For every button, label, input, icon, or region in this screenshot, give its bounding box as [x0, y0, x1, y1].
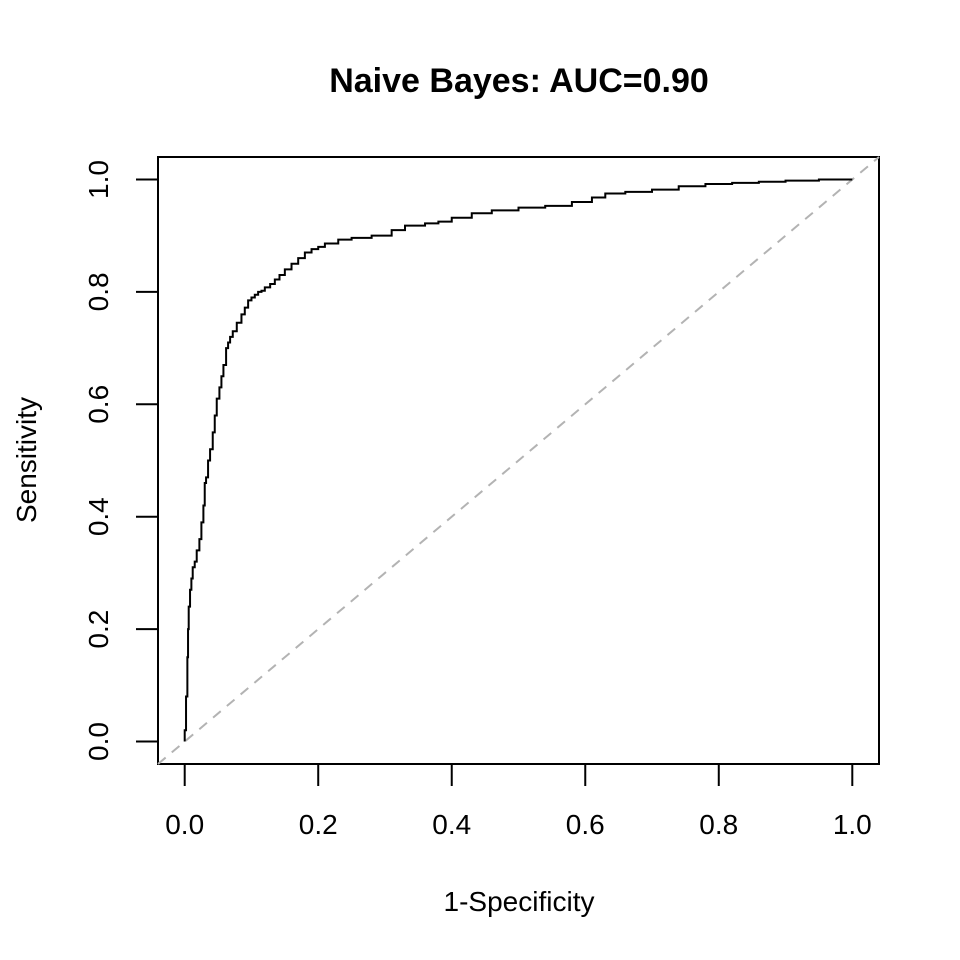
- x-tick-label: 0.0: [165, 809, 204, 840]
- y-tick-label: 0.4: [83, 497, 114, 536]
- x-tick-label: 1.0: [833, 809, 872, 840]
- y-tick-label: 0.0: [83, 722, 114, 761]
- x-tick-label: 0.4: [432, 809, 471, 840]
- y-tick-label: 0.2: [83, 610, 114, 649]
- diagonal-reference-line: [157, 156, 880, 765]
- x-tick-label: 0.6: [566, 809, 605, 840]
- reference-layer: [157, 156, 880, 765]
- y-tick-label: 0.6: [83, 385, 114, 424]
- y-axis-label: Sensitivity: [11, 397, 42, 523]
- y-axis: 0.0 0.2 0.4 0.6 0.8 1.0: [83, 160, 159, 761]
- y-tick-label: 1.0: [83, 160, 114, 199]
- x-tick-label: 0.2: [299, 809, 338, 840]
- x-axis: 0.0 0.2 0.4 0.6 0.8 1.0: [165, 763, 872, 840]
- roc-curve: [183, 178, 853, 742]
- x-axis-label: 1-Specificity: [444, 886, 595, 917]
- roc-layer: [183, 178, 853, 742]
- y-tick-label: 0.8: [83, 272, 114, 311]
- chart-title: Naive Bayes: AUC=0.90: [329, 62, 709, 100]
- x-tick-label: 0.8: [699, 809, 738, 840]
